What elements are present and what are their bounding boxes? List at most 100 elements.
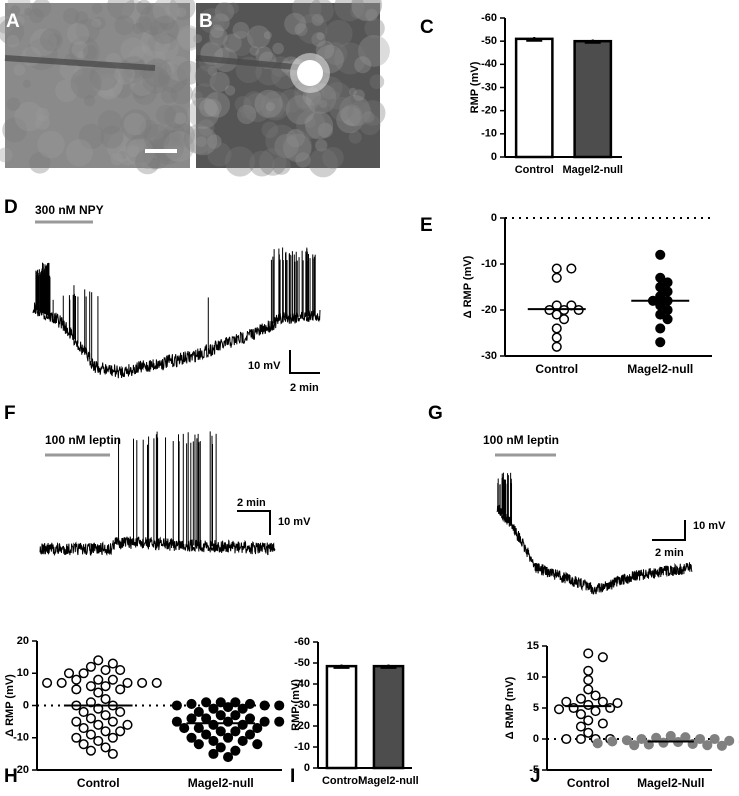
texture xyxy=(73,66,84,77)
texture xyxy=(125,134,155,164)
texture xyxy=(339,94,371,127)
texture xyxy=(134,146,144,156)
texture xyxy=(322,86,336,101)
texture xyxy=(285,95,316,125)
x-tick-label: Magel2-null xyxy=(188,776,254,790)
data-point xyxy=(274,700,285,711)
texture xyxy=(74,11,89,25)
data-point xyxy=(559,314,570,325)
texture xyxy=(350,4,365,19)
texture xyxy=(70,67,102,99)
bar xyxy=(573,39,613,159)
micrograph xyxy=(0,0,201,175)
texture xyxy=(152,0,180,24)
data-point xyxy=(566,263,577,274)
data-point xyxy=(107,732,118,743)
texture xyxy=(203,98,222,117)
y-tick-label: 0 xyxy=(491,212,497,224)
texture xyxy=(110,152,124,166)
texture xyxy=(117,145,139,166)
data-point xyxy=(590,690,601,701)
texture xyxy=(292,0,322,24)
data-point xyxy=(274,716,285,727)
data-point xyxy=(100,664,111,676)
texture xyxy=(311,95,329,114)
y-tick-label: -30 xyxy=(481,81,497,93)
data-point xyxy=(63,668,75,679)
texture xyxy=(55,79,78,103)
data-point xyxy=(42,677,53,688)
texture xyxy=(121,0,147,25)
texture xyxy=(39,28,63,52)
texture xyxy=(37,130,65,159)
data-point xyxy=(575,733,586,745)
y-tick-label: 10 xyxy=(17,667,29,679)
data-point xyxy=(201,729,212,740)
data-point xyxy=(186,698,197,709)
texture xyxy=(365,8,378,22)
texture xyxy=(234,96,252,113)
texture xyxy=(127,145,140,158)
data-point xyxy=(655,309,666,320)
texture xyxy=(163,131,195,162)
y-tick-label: 5 xyxy=(533,702,539,714)
y-tick-label: -10 xyxy=(13,732,29,744)
data-point xyxy=(583,699,594,710)
data-point xyxy=(636,733,647,745)
data-point xyxy=(629,740,640,751)
data-point xyxy=(709,733,720,745)
texture xyxy=(47,33,61,47)
texture xyxy=(89,61,119,91)
texture xyxy=(112,78,133,99)
texture xyxy=(170,82,193,105)
texture xyxy=(336,106,364,134)
data-point xyxy=(56,677,67,688)
data-point xyxy=(85,729,96,740)
y-axis-label: RMP (mV) xyxy=(290,679,302,731)
data-point xyxy=(575,693,586,704)
data-point xyxy=(259,716,270,727)
texture xyxy=(258,148,287,176)
texture xyxy=(227,2,239,15)
texture xyxy=(176,60,201,85)
scale-bar xyxy=(289,350,320,374)
texture xyxy=(315,139,328,152)
drug-label: 300 nM NPY xyxy=(35,203,104,217)
texture xyxy=(99,77,118,97)
panel-label: F xyxy=(4,403,16,424)
texture xyxy=(158,64,188,93)
y-tick-label: -30 xyxy=(481,350,497,362)
texture xyxy=(10,5,21,16)
data-point xyxy=(93,655,104,666)
texture xyxy=(194,65,217,87)
data-point xyxy=(561,733,572,745)
texture xyxy=(325,19,353,48)
texture xyxy=(286,128,305,148)
texture xyxy=(35,107,50,122)
texture xyxy=(224,85,236,96)
texture xyxy=(143,124,170,151)
texture xyxy=(164,104,188,129)
image-background xyxy=(5,3,190,168)
y-tick-label: 0 xyxy=(491,151,497,163)
panel-label: D xyxy=(4,197,18,218)
texture xyxy=(358,35,390,67)
texture xyxy=(194,91,203,100)
texture xyxy=(213,13,224,23)
y-axis-label: RMP (mV) xyxy=(469,61,481,113)
data-point xyxy=(215,726,226,737)
data-point xyxy=(93,703,104,714)
texture xyxy=(265,102,276,112)
drug-label: 100 nM leptin xyxy=(45,433,121,447)
data-point xyxy=(655,323,666,334)
data-point xyxy=(551,263,562,274)
error-bar xyxy=(333,664,350,669)
data-point xyxy=(122,677,133,688)
y-tick-label: -60 xyxy=(481,12,497,24)
x-tick-label: Magel2-Null xyxy=(637,776,704,790)
data-point xyxy=(583,727,594,738)
texture xyxy=(65,139,93,167)
x-tick-label: Magel2-null xyxy=(562,164,623,176)
texture xyxy=(14,15,25,26)
